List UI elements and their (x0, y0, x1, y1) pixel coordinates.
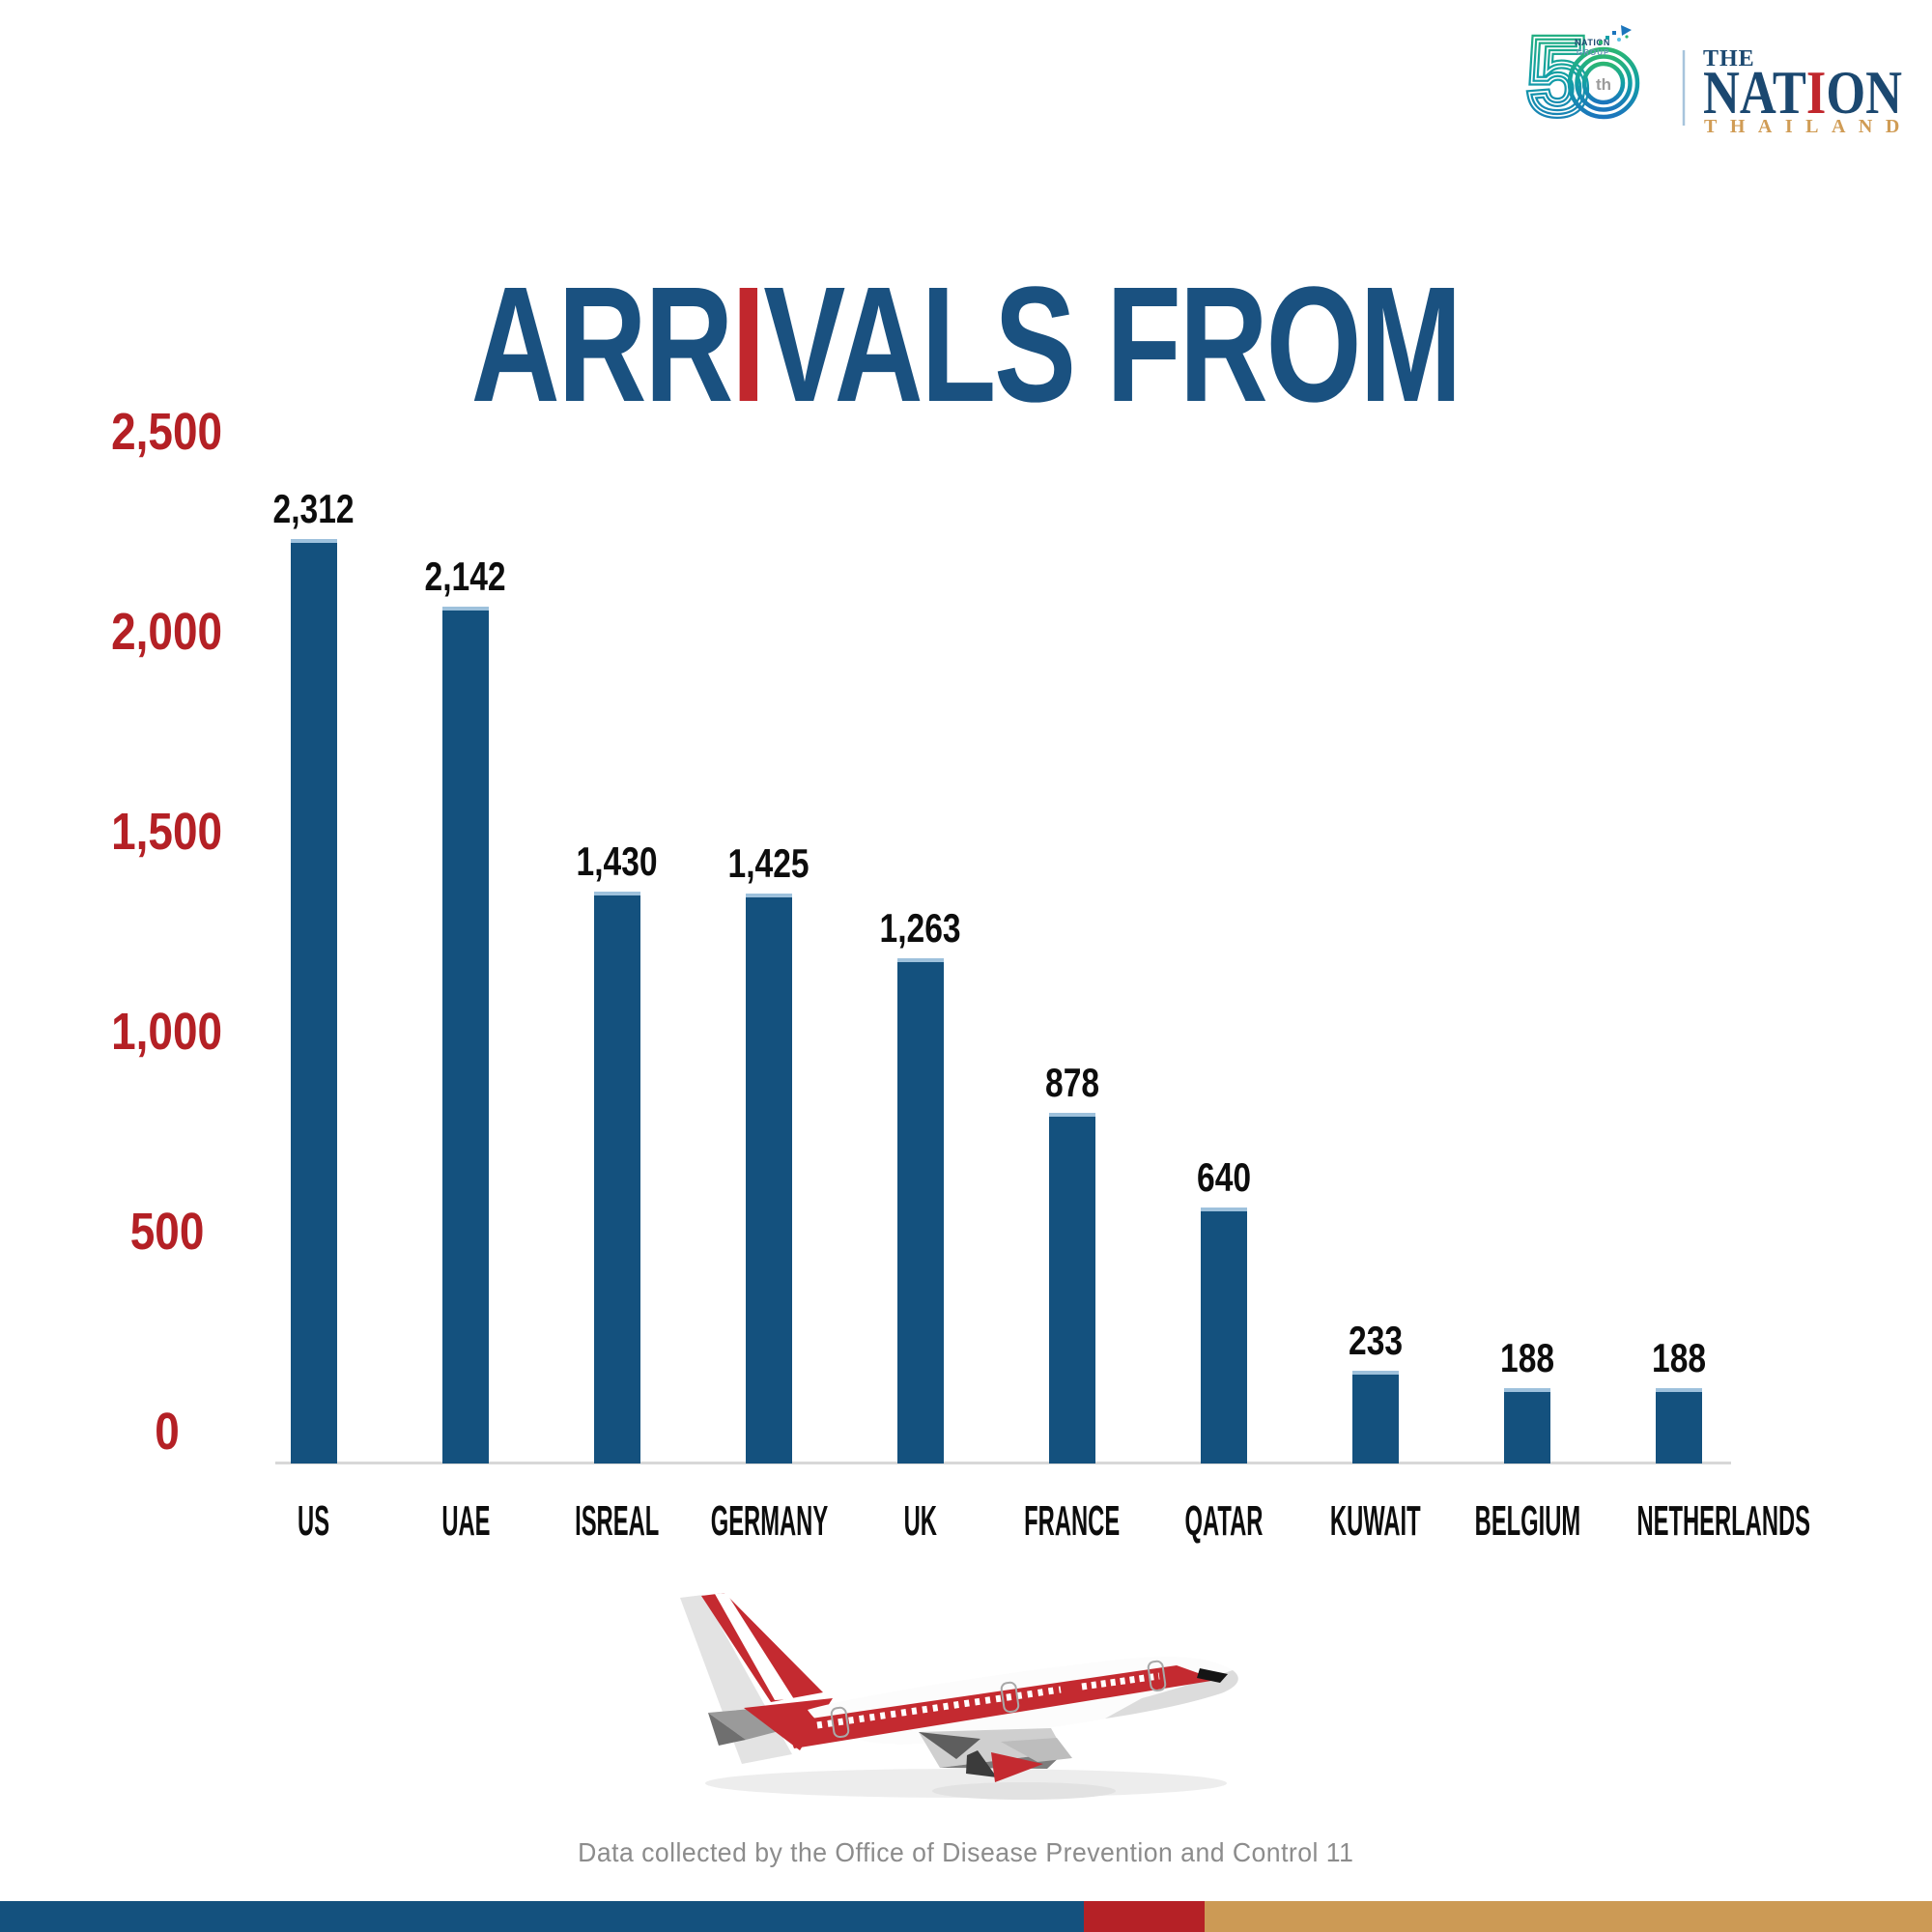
y-axis-tick-1000: 1,000 (111, 1003, 223, 1061)
svg-text:5: 5 (1528, 24, 1587, 136)
bar-value-label-germany: 1,425 (727, 840, 810, 886)
x-axis-label-belgium: BELGIUM (1474, 1497, 1580, 1545)
airplane-illustration (680, 1593, 1238, 1800)
cockpit-windows (1197, 1668, 1228, 1683)
x-axis-label-kuwait: KUWAIT (1330, 1497, 1421, 1545)
engine-pylon (1001, 1738, 1072, 1762)
bar-uae (442, 607, 489, 1463)
svg-text:GROUP: GROUP (1577, 48, 1609, 57)
bar-kuwait (1352, 1371, 1399, 1463)
bar-value-label-kuwait: 233 (1348, 1318, 1404, 1363)
bar-france (1049, 1113, 1095, 1463)
bottom-tricolor-bar (0, 1901, 1932, 1932)
bar-value-label-uae: 2,142 (424, 554, 507, 599)
y-axis-tick-1500: 1,500 (111, 803, 223, 861)
x-axis-label-qatar: QATAR (1184, 1497, 1264, 1545)
x-axis-label-uae: UAE (440, 1497, 491, 1545)
fifty-zero-rings: th (1567, 46, 1640, 120)
x-axis-label-germany: GERMANY (710, 1497, 828, 1545)
x-axis-label-france: FRANCE (1024, 1497, 1121, 1545)
y-axis-tick-2000: 2,000 (111, 603, 223, 661)
engine-intake (966, 1750, 997, 1777)
data-source-note: Data collected by the Office of Disease … (578, 1837, 1354, 1867)
thailand-word: THAILAND (1704, 116, 1913, 137)
x-axis-label-uk: UK (903, 1497, 938, 1545)
window-row-front (1081, 1672, 1160, 1690)
bar-isreal (594, 892, 640, 1463)
engine-cowl (991, 1752, 1043, 1782)
door-front (1147, 1660, 1167, 1692)
stabilizer-underside (708, 1713, 746, 1746)
growth-arrow-icon (1599, 25, 1632, 44)
bar-value-label-qatar: 640 (1196, 1154, 1252, 1200)
bottom-bar-blue (0, 1901, 1084, 1932)
svg-text:5: 5 (1528, 24, 1587, 136)
engine-shadow (932, 1782, 1116, 1800)
door-mid (1000, 1681, 1020, 1714)
bottom-bar-gold (1205, 1901, 1932, 1932)
title-pre: ARR (471, 252, 734, 437)
y-axis-tick-0: 0 (155, 1403, 180, 1461)
x-axis-label-netherlands: NETHERLANDS (1636, 1497, 1810, 1545)
y-axis-tick-2500: 2,500 (111, 403, 223, 461)
door-rear (830, 1706, 850, 1739)
page-title: ARRIVALS FROM (0, 263, 1932, 427)
bar-value-label-uk: 1,263 (879, 905, 962, 951)
nation-group-mark: NATION GROUP (1575, 25, 1632, 57)
svg-text:NATION: NATION (1703, 58, 1902, 127)
tail-stripe (715, 1593, 794, 1700)
bar-us (291, 539, 337, 1463)
bar-belgium (1504, 1388, 1550, 1463)
bar-value-label-isreal: 1,430 (576, 838, 659, 884)
window-row (816, 1686, 1062, 1729)
bar-netherlands (1656, 1388, 1702, 1463)
title-post: VALS FROM (763, 252, 1463, 437)
bar-germany (746, 894, 792, 1463)
bar-uk (897, 958, 944, 1463)
svg-text:NATION: NATION (1575, 38, 1610, 47)
x-axis-baseline (275, 1462, 1731, 1464)
the-word: THE (1703, 46, 1755, 71)
bar-value-label-france: 878 (1044, 1060, 1100, 1105)
bar-value-label-netherlands: 188 (1651, 1335, 1707, 1380)
bar-value-label-belgium: 188 (1499, 1335, 1555, 1380)
bar-qatar (1201, 1208, 1247, 1463)
x-axis-label-isreal: ISREAL (575, 1497, 660, 1545)
nose-shading (1105, 1670, 1238, 1719)
title-accent-i: I (731, 252, 766, 437)
y-axis-tick-500: 500 (129, 1203, 205, 1261)
nation-50th-logo: 5 5 5 th NATION GROUP (1524, 24, 1913, 141)
bar-value-label-us: 2,312 (272, 486, 355, 531)
nation-wordmark: NATION (1703, 58, 1902, 127)
th-suffix: th (1596, 75, 1611, 94)
wing-flap (919, 1732, 980, 1759)
fuselage-stripe (784, 1665, 1217, 1748)
bottom-bar-red (1084, 1901, 1205, 1932)
x-axis-label-us: US (298, 1497, 330, 1545)
